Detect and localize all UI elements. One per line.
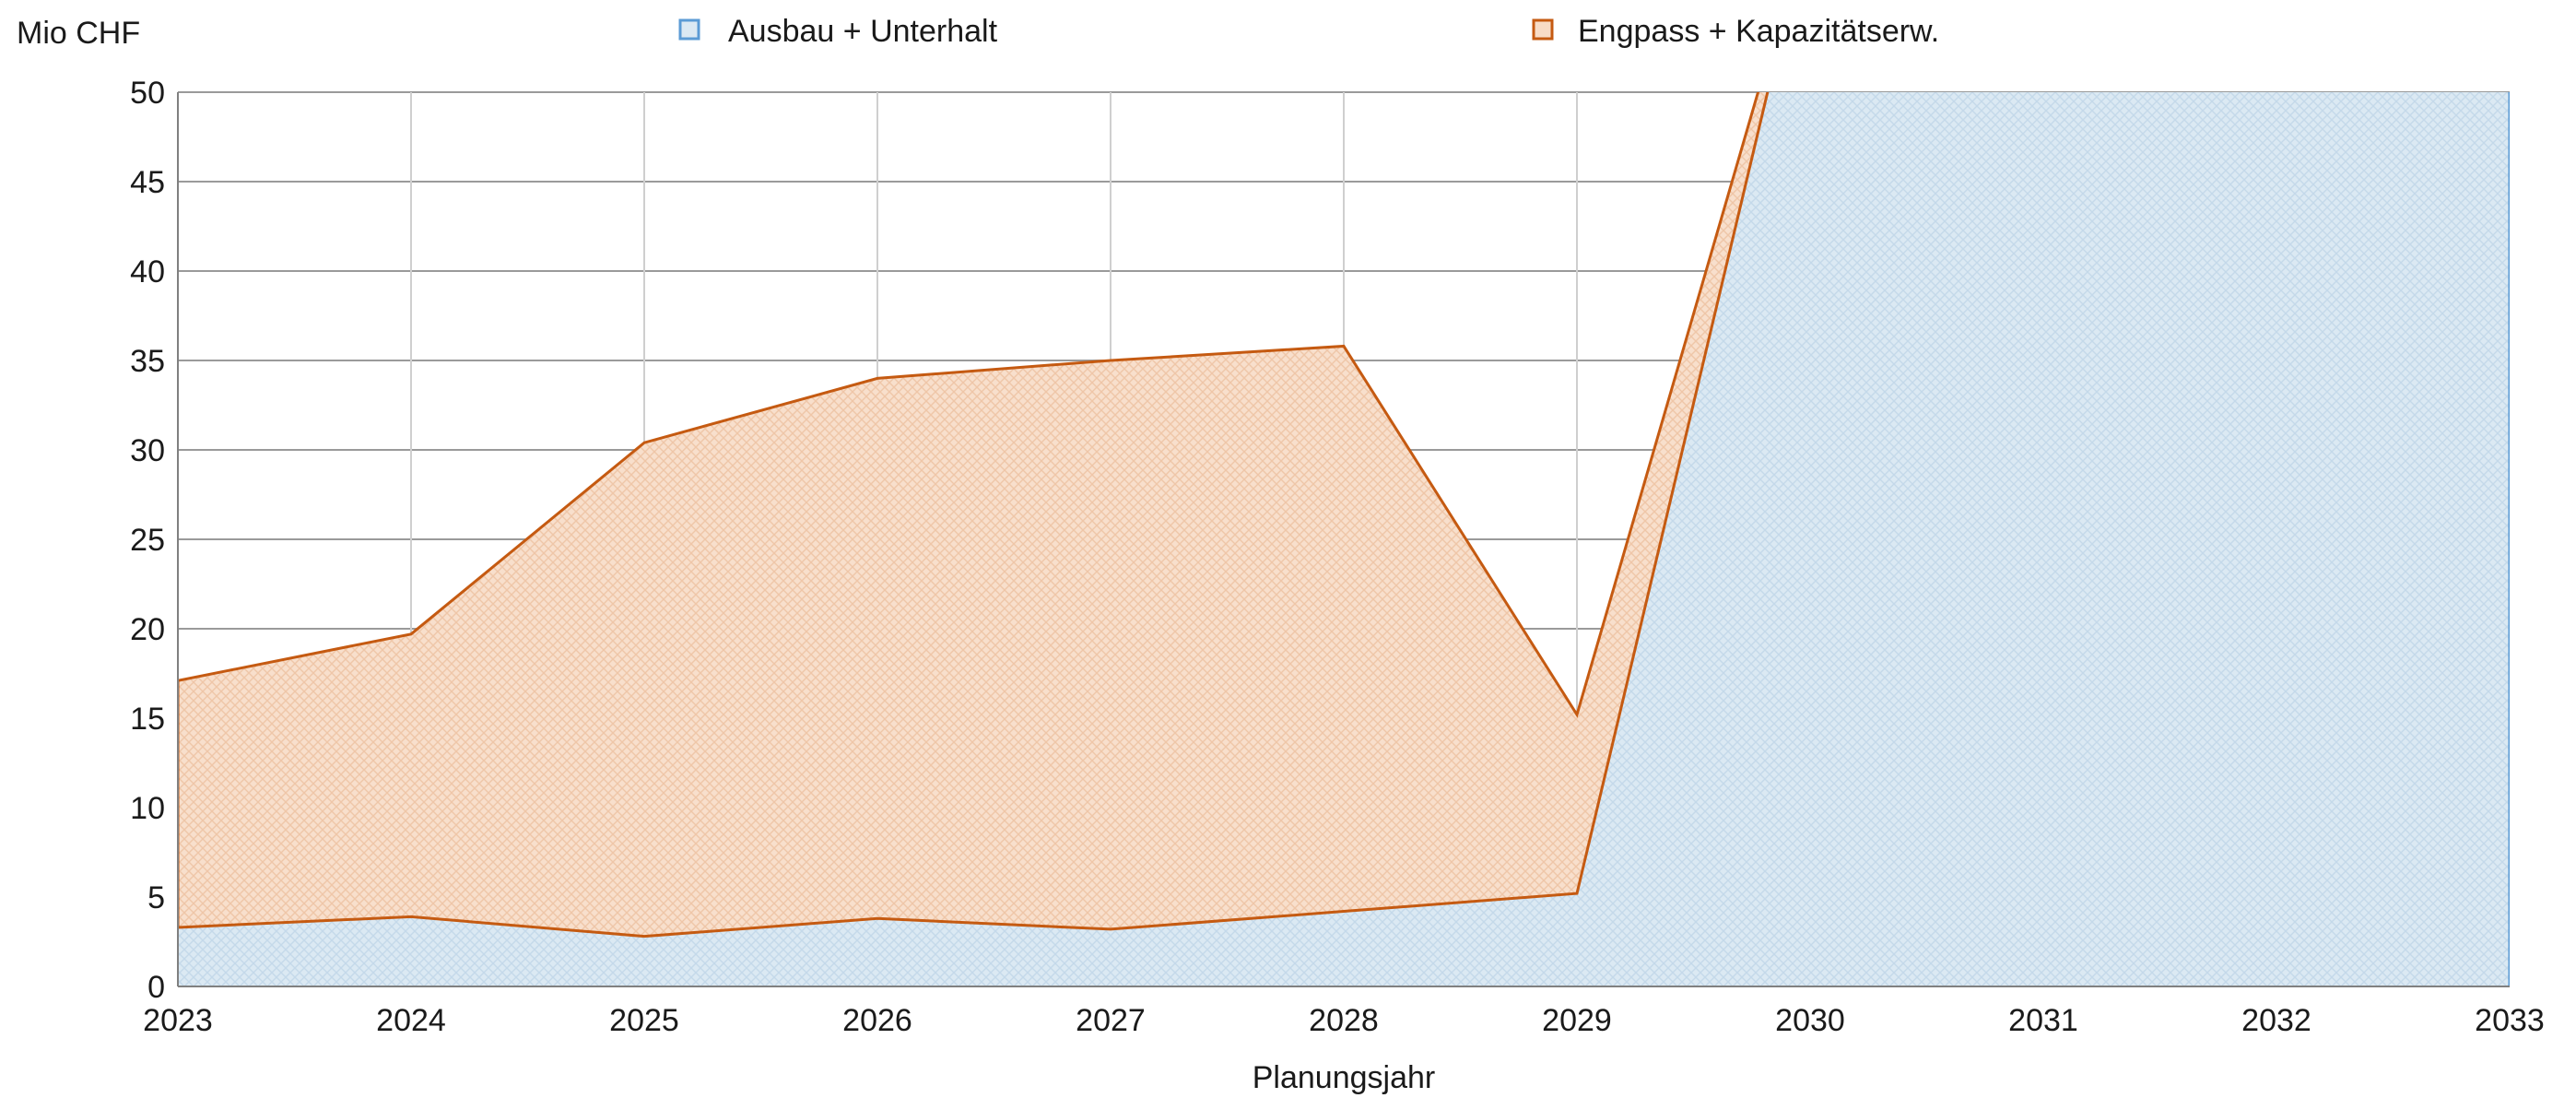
legend-item-ausbau[interactable]: Ausbau + Unterhalt <box>678 14 998 49</box>
y-axis-title: Mio CHF <box>17 16 140 51</box>
y-tick-label: 30 <box>130 433 165 468</box>
legend-item-engpass[interactable]: Engpass + Kapazitätserw. <box>1532 14 1939 49</box>
series-lines <box>178 92 2510 986</box>
x-tick-label: 2025 <box>609 1003 679 1038</box>
x-tick-label: 2027 <box>1076 1003 1146 1038</box>
x-tick-label: 2024 <box>376 1003 446 1038</box>
legend-label-ausbau: Ausbau + Unterhalt <box>728 14 998 49</box>
area-engpass-kapazitaet <box>178 92 1768 937</box>
legend-swatch-ausbau <box>678 18 700 41</box>
area-ausbau-unterhalt <box>178 92 2510 986</box>
y-tick-label: 15 <box>130 702 165 737</box>
x-tick-label: 2023 <box>143 1003 213 1038</box>
x-tick-label: 2030 <box>1775 1003 1845 1038</box>
y-tick-label: 5 <box>147 880 165 915</box>
line-ausbau-top <box>178 92 1770 939</box>
x-axis-title: Planungsjahr <box>1253 1060 1435 1095</box>
x-tick-label: 2026 <box>842 1003 912 1038</box>
series-areas <box>178 92 2510 986</box>
y-tick-label: 45 <box>130 165 165 200</box>
y-tick-label: 20 <box>130 612 165 647</box>
legend-swatch-engpass <box>1532 18 1554 41</box>
y-tick-label: 0 <box>147 970 165 1005</box>
line-engpass-top <box>178 92 1760 718</box>
legend: Ausbau + Unterhalt Engpass + Kapazitätse… <box>678 14 1939 49</box>
y-tick-label: 35 <box>130 344 165 379</box>
x-tick-label: 2028 <box>1309 1003 1379 1038</box>
y-tick-label: 40 <box>130 254 165 289</box>
y-tick-label: 50 <box>130 76 165 111</box>
y-tick-label: 10 <box>130 791 165 826</box>
y-tick-label: 25 <box>130 523 165 558</box>
x-tick-label: 2033 <box>2475 1003 2545 1038</box>
legend-label-engpass: Engpass + Kapazitätserw. <box>1578 14 1939 49</box>
x-tick-label: 2031 <box>2008 1003 2078 1038</box>
x-tick-label: 2032 <box>2241 1003 2311 1038</box>
x-tick-label: 2029 <box>1542 1003 1612 1038</box>
